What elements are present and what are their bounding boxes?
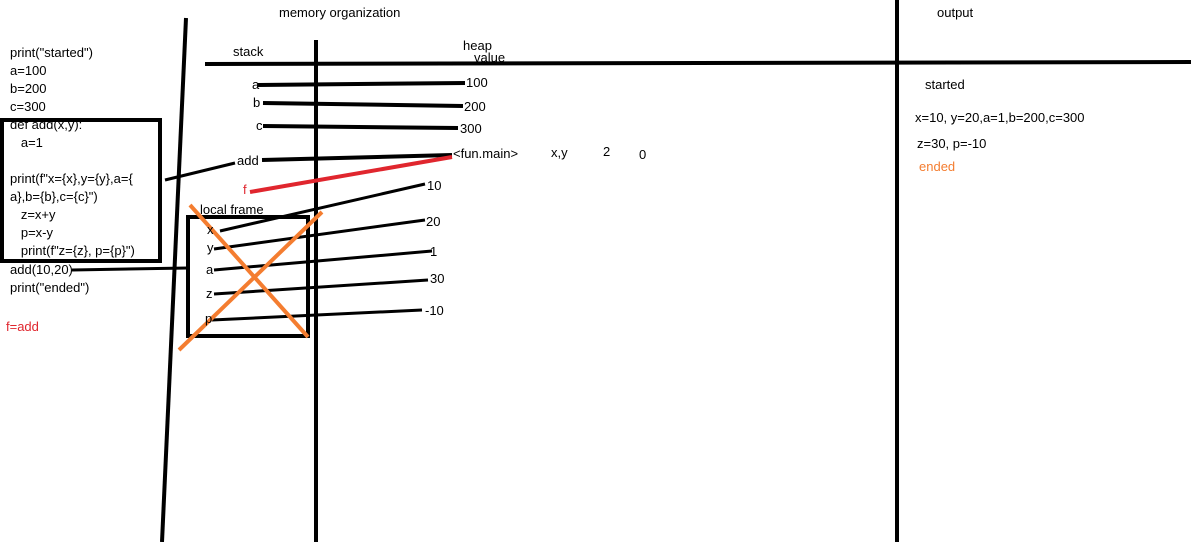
local-value: 1 (430, 244, 438, 259)
output-line: started (925, 77, 965, 92)
code-line: c=300 (10, 99, 46, 114)
value-label: value (474, 50, 506, 65)
ref-f (249, 155, 453, 194)
stack-var: a (252, 77, 260, 92)
local-var: a (206, 262, 214, 277)
stack-var: f (243, 182, 247, 197)
fun-extra: 2 (603, 144, 611, 159)
code-line: print("ended") (10, 280, 90, 295)
code-line: a=100 (10, 63, 47, 78)
f-assign-note: f=add (6, 319, 39, 334)
local-frame-label: local frame (200, 202, 264, 217)
stack-var: c (256, 118, 263, 133)
code-line: p=x-y (10, 225, 53, 240)
local-frame-box (186, 215, 310, 338)
ref-y (213, 218, 426, 251)
stack-label: stack (233, 44, 264, 59)
heap-value: <fun.main> (453, 146, 519, 161)
code-line: add(10,20) (10, 262, 73, 277)
local-var: x (207, 222, 214, 237)
ref-b (262, 101, 464, 108)
top-rule (204, 60, 1191, 66)
code-line: print(f"x={x},y={y},a={ (10, 171, 133, 186)
ref-z (213, 278, 429, 296)
function-box (0, 118, 162, 263)
ref-c (262, 124, 459, 130)
code-line: print(f"z={z}, p={p}") (10, 243, 135, 258)
local-value: 10 (427, 178, 442, 193)
memory-organization-title: memory organization (279, 5, 401, 20)
local-value: 30 (430, 271, 445, 286)
ref-add (261, 153, 453, 162)
fun-extra: x,y (551, 145, 568, 160)
def-to-add-line (164, 161, 236, 182)
cross-b (177, 210, 324, 352)
output-title: output (937, 5, 974, 20)
local-var: y (207, 240, 214, 255)
code-line: print("started") (10, 45, 93, 60)
code-line: a=1 (10, 135, 43, 150)
code-line: a},b={b},c={c}") (10, 189, 98, 204)
local-var: z (206, 286, 213, 301)
output-line: z=30, p=-10 (917, 136, 987, 151)
local-value: -10 (425, 303, 444, 318)
output-line: ended (919, 159, 956, 174)
ref-p (211, 308, 423, 322)
add-call-line-h (71, 266, 189, 272)
stack-var: add (237, 153, 259, 168)
heap-value: 300 (460, 121, 482, 136)
ref-local-a (213, 249, 433, 272)
code-line: z=x+y (10, 207, 56, 222)
local-var: p (205, 311, 213, 326)
heap-value: 200 (464, 99, 486, 114)
code-line: b=200 (10, 81, 47, 96)
left-divider (160, 17, 188, 542)
stack-var: b (253, 95, 261, 110)
output-line: x=10, y=20,a=1,b=200,c=300 (915, 110, 1085, 125)
code-line: def add(x,y): (10, 117, 83, 132)
ref-x (219, 182, 426, 233)
fun-extra: 0 (639, 147, 647, 162)
cross-a (188, 203, 310, 339)
local-value: 20 (426, 214, 441, 229)
heap-label: heap (463, 38, 492, 53)
ref-a (257, 81, 466, 87)
heap-value: 100 (466, 75, 488, 90)
